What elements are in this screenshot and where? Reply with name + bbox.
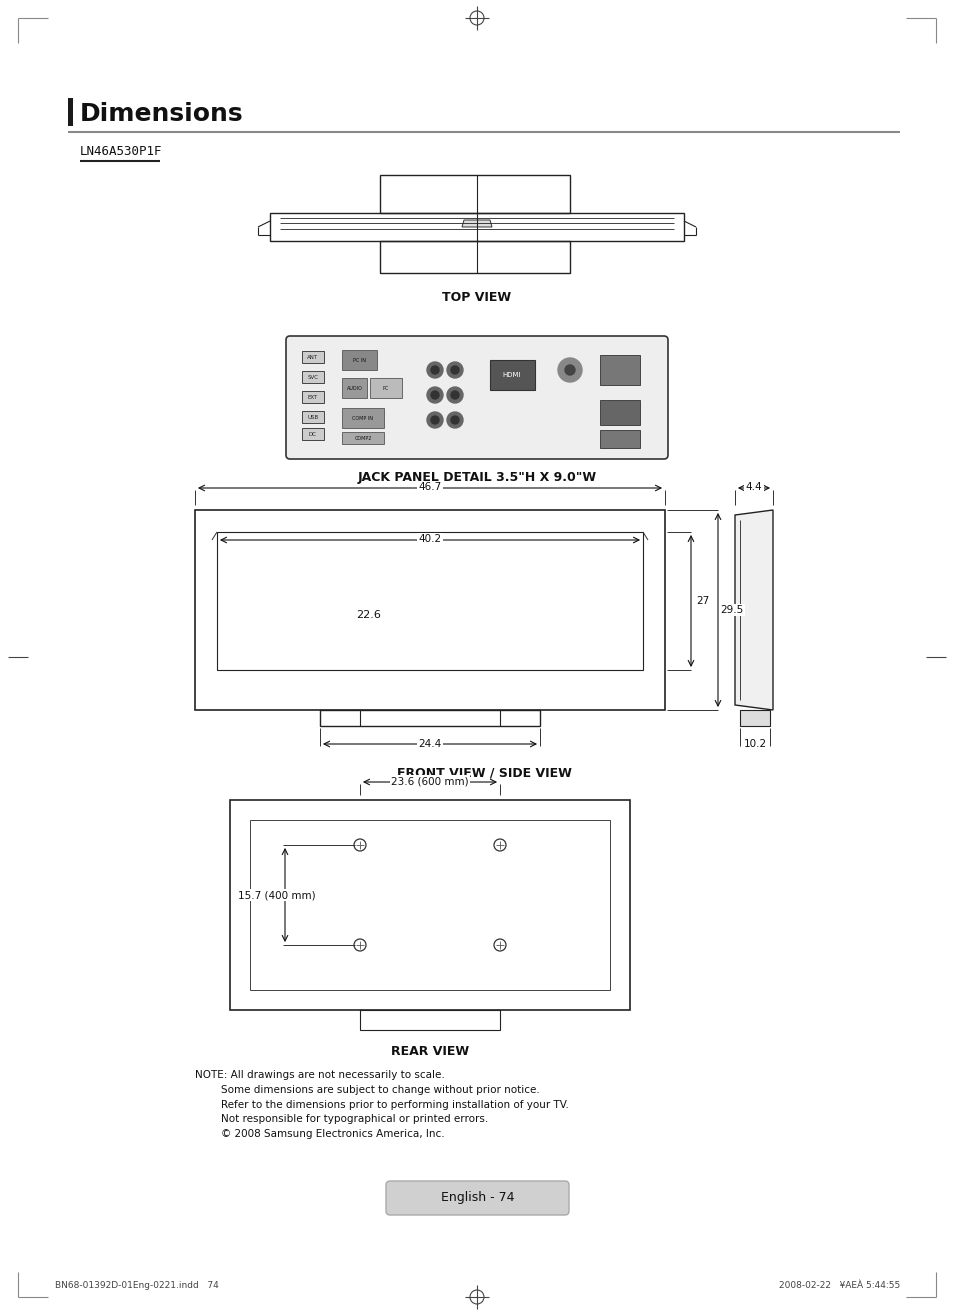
Circle shape xyxy=(427,387,442,402)
Circle shape xyxy=(451,366,458,373)
FancyBboxPatch shape xyxy=(286,337,667,459)
Text: 46.7: 46.7 xyxy=(418,483,441,492)
Circle shape xyxy=(354,939,366,951)
Text: SVC: SVC xyxy=(307,375,318,380)
Bar xyxy=(302,351,324,363)
Text: ANT: ANT xyxy=(307,355,318,359)
Text: AUDIO: AUDIO xyxy=(346,385,362,391)
Text: FRONT VIEW / SIDE VIEW: FRONT VIEW / SIDE VIEW xyxy=(396,767,571,778)
Text: LN46A530P1F: LN46A530P1F xyxy=(80,145,162,158)
Text: PC IN: PC IN xyxy=(353,358,366,363)
Circle shape xyxy=(447,387,462,402)
Bar xyxy=(599,430,639,448)
Text: COMP2: COMP2 xyxy=(354,435,372,441)
Circle shape xyxy=(447,362,462,377)
Bar xyxy=(379,241,569,274)
Circle shape xyxy=(447,412,462,427)
Circle shape xyxy=(354,839,366,851)
Text: 10.2: 10.2 xyxy=(742,739,766,750)
Text: 15.7 (400 mm): 15.7 (400 mm) xyxy=(238,890,315,899)
Text: 22.6: 22.6 xyxy=(356,610,381,619)
Text: EXT: EXT xyxy=(308,394,317,400)
Circle shape xyxy=(558,358,581,381)
Text: 4.4: 4.4 xyxy=(745,483,761,492)
Circle shape xyxy=(451,391,458,398)
Bar xyxy=(599,355,639,385)
Bar xyxy=(341,350,376,370)
Text: COMP IN: COMP IN xyxy=(352,416,374,421)
FancyBboxPatch shape xyxy=(386,1181,568,1215)
Bar xyxy=(302,412,324,423)
Circle shape xyxy=(494,839,505,851)
Text: 29.5: 29.5 xyxy=(720,605,742,615)
Bar xyxy=(359,1010,499,1030)
Bar xyxy=(599,400,639,425)
Text: 40.2: 40.2 xyxy=(418,534,441,544)
Circle shape xyxy=(564,366,575,375)
Text: JACK PANEL DETAIL 3.5"H X 9.0"W: JACK PANEL DETAIL 3.5"H X 9.0"W xyxy=(357,471,596,484)
Circle shape xyxy=(431,391,438,398)
Bar xyxy=(216,533,642,671)
Text: REAR VIEW: REAR VIEW xyxy=(391,1045,469,1059)
Text: English - 74: English - 74 xyxy=(440,1191,514,1205)
Circle shape xyxy=(451,416,458,423)
Circle shape xyxy=(427,412,442,427)
Text: 2008-02-22   ¥AEÀ 5:44:55: 2008-02-22 ¥AEÀ 5:44:55 xyxy=(778,1281,899,1290)
Polygon shape xyxy=(461,220,492,227)
Text: PC: PC xyxy=(382,385,389,391)
Bar xyxy=(319,710,539,726)
Text: 23.6 (600 mm): 23.6 (600 mm) xyxy=(391,776,468,786)
Bar xyxy=(302,391,324,402)
Polygon shape xyxy=(734,510,772,710)
Text: Dimensions: Dimensions xyxy=(80,103,243,126)
Text: 24.4: 24.4 xyxy=(418,739,441,750)
Circle shape xyxy=(494,939,505,951)
Bar xyxy=(230,800,629,1010)
Bar xyxy=(379,175,569,213)
Bar xyxy=(270,213,683,241)
Bar xyxy=(490,360,535,391)
Bar xyxy=(194,510,664,710)
Text: NOTE: All drawings are not necessarily to scale.
        Some dimensions are sub: NOTE: All drawings are not necessarily t… xyxy=(194,1070,568,1139)
Bar xyxy=(740,710,769,726)
Text: DC: DC xyxy=(309,431,316,437)
Text: 27: 27 xyxy=(696,596,709,606)
Bar xyxy=(68,99,73,126)
Bar xyxy=(341,408,384,427)
Bar xyxy=(302,427,324,441)
Text: TOP VIEW: TOP VIEW xyxy=(442,291,511,304)
Bar xyxy=(341,433,384,444)
Bar xyxy=(302,371,324,383)
Text: BN68-01392D-01Eng-0221.indd   74: BN68-01392D-01Eng-0221.indd 74 xyxy=(55,1281,218,1290)
Text: USB: USB xyxy=(307,414,318,419)
Circle shape xyxy=(431,416,438,423)
Circle shape xyxy=(431,366,438,373)
Bar xyxy=(370,377,401,398)
Circle shape xyxy=(427,362,442,377)
Bar xyxy=(341,377,367,398)
Bar xyxy=(250,821,609,990)
Text: HDMI: HDMI xyxy=(502,372,520,377)
